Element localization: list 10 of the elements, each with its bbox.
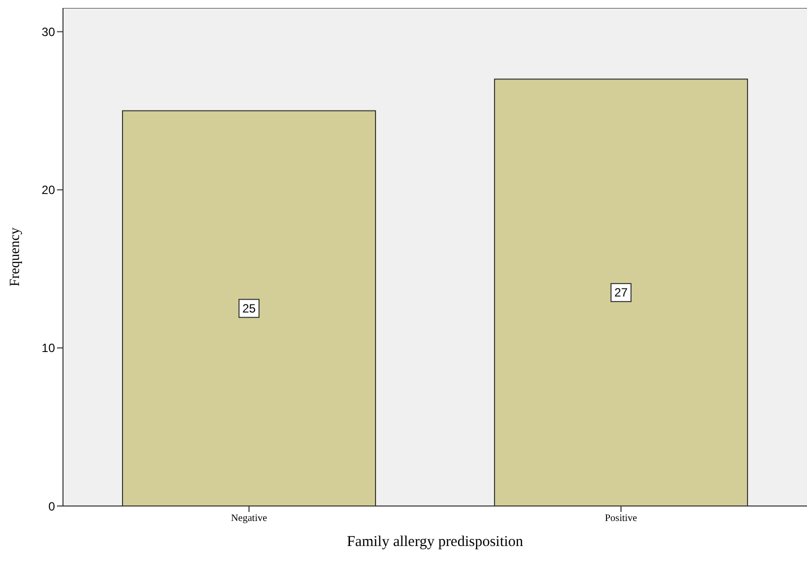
y-tick-label: 30 xyxy=(42,24,56,39)
y-tick-label: 20 xyxy=(42,183,56,198)
x-tick-label: Positive xyxy=(604,513,638,524)
y-tick-label: 0 xyxy=(48,499,56,514)
data-label: 27 xyxy=(614,286,628,300)
y-tick-label: 10 xyxy=(42,341,56,356)
x-axis-title: Family allergy predisposition xyxy=(346,534,524,550)
y-axis-title: Frequency xyxy=(8,227,23,287)
x-tick-label: Negative xyxy=(230,513,268,524)
data-label: 25 xyxy=(242,301,256,316)
